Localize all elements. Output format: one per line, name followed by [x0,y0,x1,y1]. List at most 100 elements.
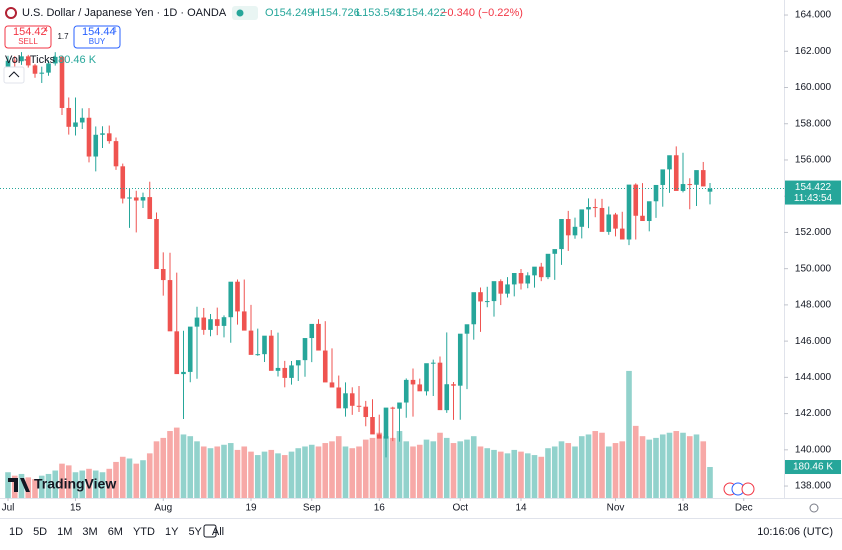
volume-bar [38,475,45,498]
volume-bar [450,443,457,498]
sell-button[interactable] [4,25,52,49]
ohlc-open: O154.249 [265,7,313,19]
volume-bar [673,431,680,498]
candle-body [626,184,632,240]
buy-button[interactable] [73,25,121,49]
volume-bar [626,370,632,498]
candle-body [295,360,301,366]
volume-bar [329,441,335,498]
candle-body [113,141,119,167]
candle-body [32,65,38,74]
range-button[interactable]: 3M [82,526,97,538]
volume-bar [470,436,477,498]
candle-body [653,184,659,202]
candle-body [700,170,706,187]
volume-bar [119,456,126,498]
candle-body [376,434,382,439]
settings-icon[interactable] [809,503,819,513]
volume-bar [369,437,376,498]
candle-body [619,228,625,240]
candle-body [430,362,436,364]
volume-bar [79,470,86,498]
buy-label[interactable]: BUY [89,37,106,46]
candle-body [39,72,45,74]
candle-body [100,133,105,135]
candle-body [532,266,537,276]
candle-body [424,363,429,392]
candle-body [302,338,308,361]
candle-body [613,214,618,229]
volume-bar [261,451,268,498]
candle-body [599,207,605,232]
buy-price-sup[interactable]: 1 [113,27,117,34]
volume-bar [389,437,396,498]
candle-body [491,281,497,302]
range-button[interactable]: All [212,526,224,538]
date-range-icon[interactable] [203,524,217,538]
range-button[interactable]: 5D [33,526,47,538]
range-button[interactable]: 6M [108,526,123,538]
volume-bar [707,467,713,498]
candle-body [160,269,166,281]
symbol-icon [5,7,17,19]
volume-bar [599,432,605,498]
candle-body [228,281,234,318]
range-button[interactable]: 1Y [165,526,179,538]
volume-bar [342,446,349,498]
volume-bar [410,446,416,498]
symbol-title: U.S. Dollar / Japanese Yen · 1D · OANDA [22,7,227,19]
volume-bar [59,463,65,498]
volume-bar [497,451,504,498]
candle-body [478,292,483,302]
candle-body [687,184,693,186]
candle-body [565,219,571,236]
candle-body [127,197,132,199]
volume-legend-value: 180.46 K [52,54,97,66]
volume-bar [335,436,342,498]
candle-body [484,301,490,303]
volume-bar [605,446,612,498]
candle-body [66,107,72,127]
overlay: U.S. Dollar / Japanese Yen · 1D · OANDA … [3,6,819,513]
sell-price-sup[interactable]: 4 [44,27,48,34]
volume-bar [146,453,153,498]
candle-body [370,417,375,435]
volume-bar [504,453,511,498]
candle-body [437,362,443,411]
candle-body [241,311,247,331]
volume-bar [524,453,531,498]
buy-price[interactable]: 154.44 [82,26,116,38]
price-tick-label: 158.000 [795,118,832,129]
candle-body [46,63,51,73]
event-icon[interactable] [741,482,755,496]
volume-bar [403,441,410,498]
range-button[interactable]: 1M [57,526,72,538]
candle-body [694,170,699,185]
sell-price[interactable]: 154.42 [13,26,47,38]
volume-bar [666,432,673,498]
range-button[interactable]: 1D [9,526,23,538]
volume-bar [356,446,362,498]
volume-bar [25,477,32,498]
volume-bar [531,455,538,498]
candle-body [343,393,348,409]
collapse-button[interactable] [3,66,25,84]
volume-bar [308,444,315,498]
candle-body [586,207,591,210]
candle-body [606,214,612,232]
volume-bar [545,448,551,498]
volume-bar [18,473,25,498]
candle-body [410,379,416,385]
candle-body [73,122,78,127]
candle-body [187,326,193,372]
candle-body [167,280,173,332]
volume-bar [565,443,572,498]
sell-label[interactable]: SELL [18,37,38,46]
range-button[interactable]: YTD [133,526,155,538]
range-button[interactable]: 5Y [188,526,202,538]
status-badge [232,6,258,20]
candle-body [559,219,564,250]
volume-bar [659,434,666,498]
candle-body [79,117,85,123]
